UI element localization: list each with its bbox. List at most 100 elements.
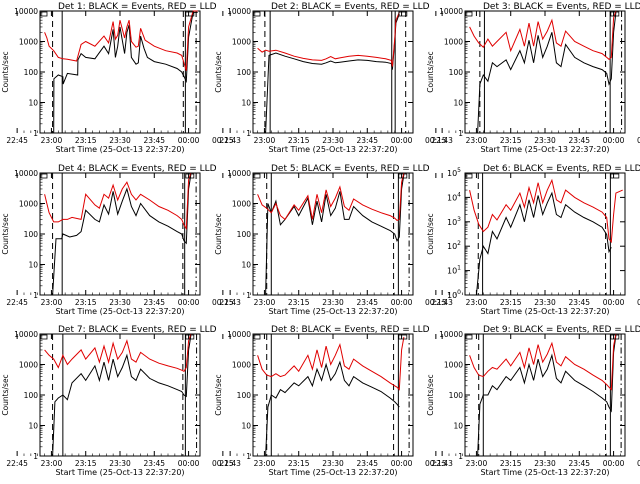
y-tick-label: 1 [458,129,463,138]
series-line-lld [469,10,617,60]
detector-panel-9: Det 9: BLACK = Events, RED = LLD 1 10 100 10… [426,325,640,477]
x-tick-label: 23:45 [356,298,378,307]
panel-title: Det 4: BLACK = Events, RED = LLD [58,164,217,174]
series-line-lld [257,336,405,391]
corner-box-left [465,173,473,179]
y-tick-label: 100 [449,68,464,77]
series-line-events [44,174,192,296]
corner-box-left [40,173,48,179]
y-tick-label: 1000 [232,38,251,47]
y-tick-label: 1 [33,291,38,300]
x-tick-label: 22:43 [431,459,453,468]
corner-box-left [253,11,261,17]
y-axis-label: Counts/sec [1,213,10,254]
y-tick-label: 104 [447,191,461,202]
panel-title: Det 9: BLACK = Events, RED = LLD [483,325,640,335]
series-line-lld [44,333,192,372]
x-tick-label: 23:00 [466,459,488,468]
series-line-lld [257,12,400,67]
x-tick-label: 00:15 [212,298,234,307]
series-line-events [469,191,612,296]
y-axis-label: Counts/sec [426,213,435,254]
x-axis-label: Start Time (25-Oct-13 22:37:20) [480,468,609,477]
x-axis-label: Start Time (25-Oct-13 22:37:20) [55,468,184,477]
detector-panel-6: Det 6: BLACK = Events, RED = LLD 100 101 10… [426,164,640,316]
x-tick-label: 23:00 [254,298,276,307]
x-tick-label: 23:30 [109,298,131,307]
series-line-events [257,13,400,134]
corner-box-right [185,334,195,340]
y-tick-label: 10 [453,422,463,431]
series-line-lld [44,172,192,231]
x-tick-label: 23:30 [109,136,131,145]
plot-frame [464,333,626,457]
detector-panel-7: Det 7: BLACK = Events, RED = LLD 1 10 100 10… [1,325,234,477]
plot-frame [252,10,414,134]
x-tick-label: 23:45 [568,136,590,145]
x-axis-label: Start Time (25-Oct-13 22:37:20) [480,307,609,316]
y-axis-label: Counts/sec [214,51,223,92]
series-line-events [257,360,400,457]
y-tick-label: 1 [246,129,251,138]
x-tick-label: 23:00 [41,298,63,307]
corner-box-left [253,334,261,340]
y-tick-label: 10 [28,422,38,431]
series-line-lld [44,10,198,71]
y-axis-label: Counts/sec [426,374,435,415]
x-tick-label: 23:45 [143,459,165,468]
corner-box-left [40,11,48,17]
panel-title: Det 8: BLACK = Events, RED = LLD [271,325,430,335]
x-tick-label: 23:45 [143,136,165,145]
series-line-lld [469,178,623,244]
y-tick-label: 100 [447,289,461,300]
y-tick-label: 100 [237,230,252,239]
series-line-events [44,335,192,457]
plot-frame [464,172,626,296]
y-tick-label: 1 [33,129,38,138]
x-tick-label: 23:30 [322,298,344,307]
detector-panel-4: Det 4: BLACK = Events, RED = LLD 1 10 100 10… [1,164,234,316]
y-tick-label: 10000 [14,169,38,178]
x-tick-label: 00:15 [212,136,234,145]
x-tick-label: 00:15 [637,298,640,307]
y-tick-label: 1000 [232,361,251,370]
x-tick-label: 23:30 [109,459,131,468]
x-axis-label: Start Time (25-Oct-13 22:37:20) [480,145,609,154]
y-tick-label: 1000 [232,200,251,209]
x-tick-label: 23:45 [356,136,378,145]
detector-panel-5: Det 5: BLACK = Events, RED = LLD 1 10 100 10… [214,164,447,316]
x-tick-label: 22:43 [219,298,241,307]
y-tick-label: 100 [24,391,39,400]
x-tick-label: 00:00 [178,459,200,468]
y-tick-label: 10 [241,99,251,108]
y-tick-label: 102 [447,240,461,251]
x-tick-label: 22:43 [219,136,241,145]
x-tick-label: 23:15 [288,136,310,145]
x-tick-label: 00:00 [178,136,200,145]
x-tick-label: 23:15 [75,136,97,145]
x-tick-label: 23:45 [143,298,165,307]
plot-frame [464,10,626,134]
x-tick-label: 23:45 [568,298,590,307]
x-tick-label: 00:15 [212,459,234,468]
y-tick-label: 10 [28,261,38,270]
x-tick-label: 23:00 [254,136,276,145]
series-line-events [469,12,617,134]
y-tick-label: 1000 [444,38,463,47]
x-tick-label: 23:30 [534,459,556,468]
x-tick-label: 23:15 [75,459,97,468]
series-line-events [44,11,198,134]
y-tick-label: 1 [33,452,38,461]
x-tick-label: 00:00 [391,136,413,145]
y-tick-label: 10000 [227,169,251,178]
x-tick-label: 23:15 [500,136,522,145]
x-tick-label: 22:45 [6,136,28,145]
y-axis-label: Counts/sec [1,51,10,92]
x-tick-label: 23:15 [288,298,310,307]
y-tick-label: 1 [458,452,463,461]
panel-title: Det 7: BLACK = Events, RED = LLD [58,325,217,335]
x-tick-label: 00:15 [425,298,447,307]
x-tick-label: 23:00 [254,459,276,468]
